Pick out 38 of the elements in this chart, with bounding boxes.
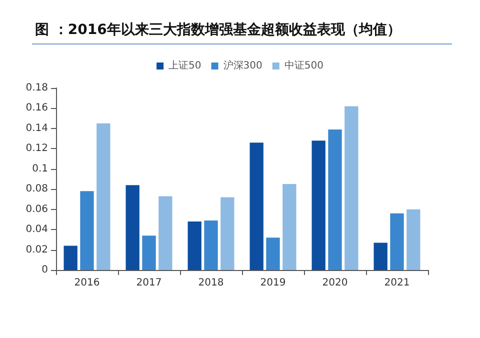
legend-label: 沪深300 — [223, 60, 262, 72]
bar — [344, 106, 358, 270]
y-tick-label: 0 — [42, 264, 48, 276]
x-tick-label: 2021 — [384, 278, 410, 288]
bar — [406, 209, 420, 270]
bar — [142, 236, 156, 270]
y-tick-label: 0.12 — [26, 143, 48, 154]
legend-label: 中证500 — [284, 60, 324, 72]
x-tick-label: 2018 — [198, 278, 224, 288]
x-tick-label: 2019 — [260, 278, 286, 288]
bar — [328, 129, 342, 270]
y-tick-label: 0.04 — [26, 224, 48, 236]
y-tick-label: 0.06 — [26, 204, 48, 215]
bar — [312, 140, 326, 270]
bar — [390, 213, 404, 270]
bar — [220, 197, 234, 270]
bar — [126, 185, 140, 270]
bar — [204, 220, 218, 270]
bar — [188, 221, 202, 270]
chart-title: 图 ：2016年以来三大指数增强基金超额收益表现（均值） — [35, 21, 401, 38]
x-tick-label: 2017 — [136, 278, 162, 288]
y-tick-label: 0.18 — [26, 82, 48, 94]
bar — [266, 238, 280, 270]
y-tick-label: 0.02 — [26, 244, 48, 256]
y-tick-label: 0.16 — [26, 102, 48, 114]
y-tick-label: 0.14 — [26, 122, 48, 134]
bar — [80, 191, 94, 270]
x-tick-label: 2020 — [322, 278, 348, 288]
bar — [96, 123, 110, 270]
x-tick-label: 2016 — [74, 278, 100, 288]
bar — [250, 142, 264, 270]
bar — [64, 246, 78, 270]
bar — [374, 242, 388, 270]
bar — [282, 184, 296, 270]
y-tick-label: 0.08 — [26, 184, 48, 195]
legend-label: 上证50 — [168, 60, 202, 72]
y-tick-label: 0.1 — [32, 163, 48, 174]
bar — [158, 196, 172, 270]
